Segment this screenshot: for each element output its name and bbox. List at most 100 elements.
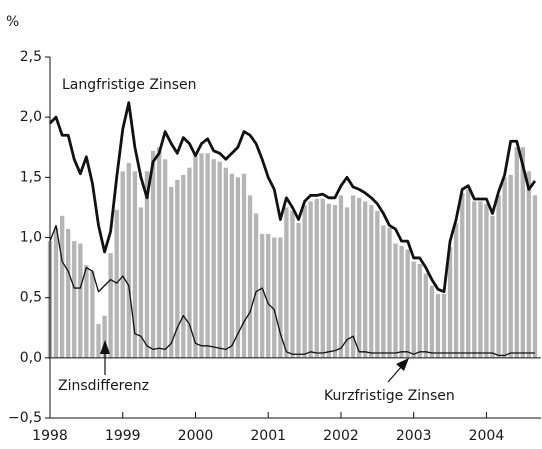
plot (47, 101, 538, 358)
y-unit: % (6, 14, 19, 30)
bar (199, 153, 204, 358)
bar (514, 147, 519, 358)
bar (187, 167, 192, 358)
bar (138, 207, 144, 358)
bar (369, 205, 374, 358)
x-tick-label: 2004 (469, 428, 505, 444)
bar (156, 147, 162, 358)
x-tick-label: 2003 (396, 428, 432, 444)
bar (84, 265, 89, 358)
bar (132, 171, 138, 358)
bar (162, 159, 168, 358)
bar (253, 213, 259, 358)
bar (423, 273, 429, 358)
x-tick-label: 2002 (323, 428, 359, 444)
bar (96, 324, 101, 358)
series-label: Zinsdifferenz (58, 378, 149, 394)
bar (247, 195, 253, 358)
bar (290, 211, 295, 358)
bar (460, 192, 465, 358)
bar (223, 167, 228, 358)
bar (278, 237, 283, 358)
bar (435, 294, 441, 358)
bar (490, 215, 495, 358)
bar (466, 189, 471, 358)
bar (169, 186, 174, 358)
bar (193, 155, 198, 358)
bar (302, 205, 307, 358)
line (49, 101, 537, 294)
bar (272, 237, 277, 358)
y-tick-label: 2,0 (20, 109, 42, 125)
bar (205, 153, 210, 358)
bar (520, 147, 525, 358)
y-tick-label: 0,0 (20, 350, 42, 366)
bar (102, 315, 107, 358)
bar (90, 271, 95, 358)
bar (417, 263, 422, 358)
bar (399, 245, 404, 358)
x-tick-label: 2001 (250, 428, 286, 444)
bar (175, 179, 180, 358)
bar (441, 294, 447, 358)
bar (284, 207, 289, 358)
bar (59, 215, 65, 358)
bar (235, 177, 241, 358)
bar (260, 233, 265, 358)
bar (478, 201, 483, 358)
x-tick-label: 1998 (32, 428, 68, 444)
bar (72, 241, 77, 358)
bar (120, 171, 125, 358)
bar (363, 201, 368, 358)
bar (484, 203, 489, 358)
bar (326, 203, 331, 358)
bar (350, 195, 356, 358)
y-tick-label: 1,0 (20, 230, 42, 246)
y-tick-label: −0,5 (8, 410, 42, 426)
bar (447, 247, 453, 358)
line (49, 224, 535, 357)
bar (241, 173, 247, 358)
bar (411, 261, 416, 358)
bar (496, 195, 501, 358)
bar (78, 243, 83, 358)
axes: −0,5 0,0 0,5 1,0 1,5 2,0 2,5 1998 1999 2000 2001 20… (8, 49, 541, 444)
bar (472, 201, 477, 358)
bar (314, 198, 319, 358)
x-tick-label: 1999 (105, 428, 141, 444)
bar (338, 195, 344, 358)
bar (181, 174, 186, 358)
bar (126, 162, 131, 358)
bar (217, 161, 222, 358)
series-label: Kurzfristige Zinsen (324, 388, 455, 404)
bar (150, 150, 156, 358)
bar (375, 211, 380, 358)
x-tick-label: 2000 (178, 428, 214, 444)
y-tick-label: 0,5 (20, 290, 42, 306)
y-tick-label: 1,5 (20, 169, 42, 185)
bar (320, 198, 325, 358)
bar (229, 173, 235, 358)
bar (108, 253, 113, 358)
bar (66, 229, 71, 358)
bar (387, 227, 392, 358)
bar (508, 174, 513, 358)
bar (356, 197, 362, 358)
bar (211, 159, 216, 358)
bar (526, 171, 532, 358)
bar (405, 249, 410, 358)
series-label: Langfristige Zinsen (62, 77, 196, 93)
bar (532, 195, 538, 358)
bar (308, 201, 313, 358)
bar (296, 223, 301, 358)
bar (429, 285, 435, 358)
y-tick-label: 2,5 (20, 49, 42, 65)
bar (453, 223, 459, 358)
bar (332, 205, 338, 358)
bar (266, 233, 271, 358)
bar (502, 177, 507, 358)
bar (344, 207, 350, 358)
arrows (100, 340, 409, 383)
bar (393, 243, 398, 358)
